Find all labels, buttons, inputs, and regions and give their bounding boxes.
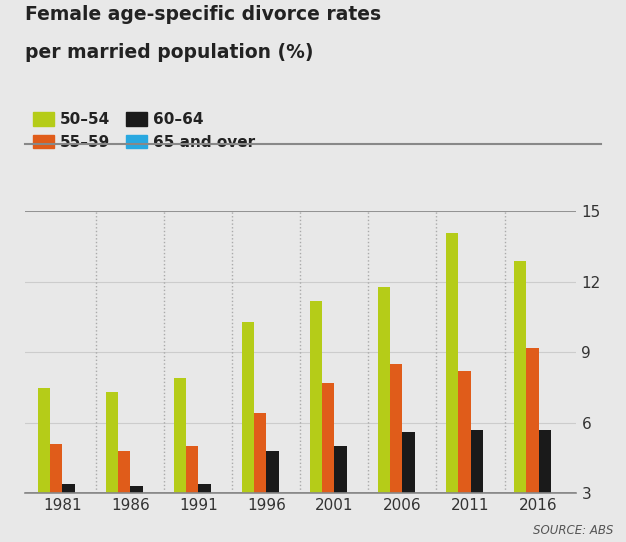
Bar [50,444,63,542]
Bar [174,378,186,542]
Bar [347,505,359,542]
Text: SOURCE: ABS: SOURCE: ABS [533,524,613,537]
Bar [403,432,415,542]
Bar [267,451,279,542]
Bar [458,371,471,542]
Bar [390,364,403,542]
Bar [63,484,74,542]
Bar [74,514,87,542]
Bar [378,287,390,542]
Bar [526,347,538,542]
Bar [279,505,291,542]
Bar [211,519,223,542]
Bar [38,388,50,542]
Bar [551,500,563,542]
Bar [186,446,198,542]
Text: per married population (%): per married population (%) [25,43,314,62]
Bar [106,392,118,542]
Bar [471,430,483,542]
Bar [415,500,427,542]
Bar [130,486,143,542]
Legend: 50–54, 55–59, 60–64, 65 and over: 50–54, 55–59, 60–64, 65 and over [33,112,255,150]
Bar [254,414,267,542]
Bar [446,233,458,542]
Bar [198,484,211,542]
Bar [483,505,495,542]
Bar [538,430,551,542]
Bar [322,383,334,542]
Bar [334,446,347,542]
Bar [242,322,254,542]
Bar [143,519,155,542]
Bar [118,451,130,542]
Bar [514,261,526,542]
Text: Female age-specific divorce rates: Female age-specific divorce rates [25,5,381,24]
Bar [310,301,322,542]
